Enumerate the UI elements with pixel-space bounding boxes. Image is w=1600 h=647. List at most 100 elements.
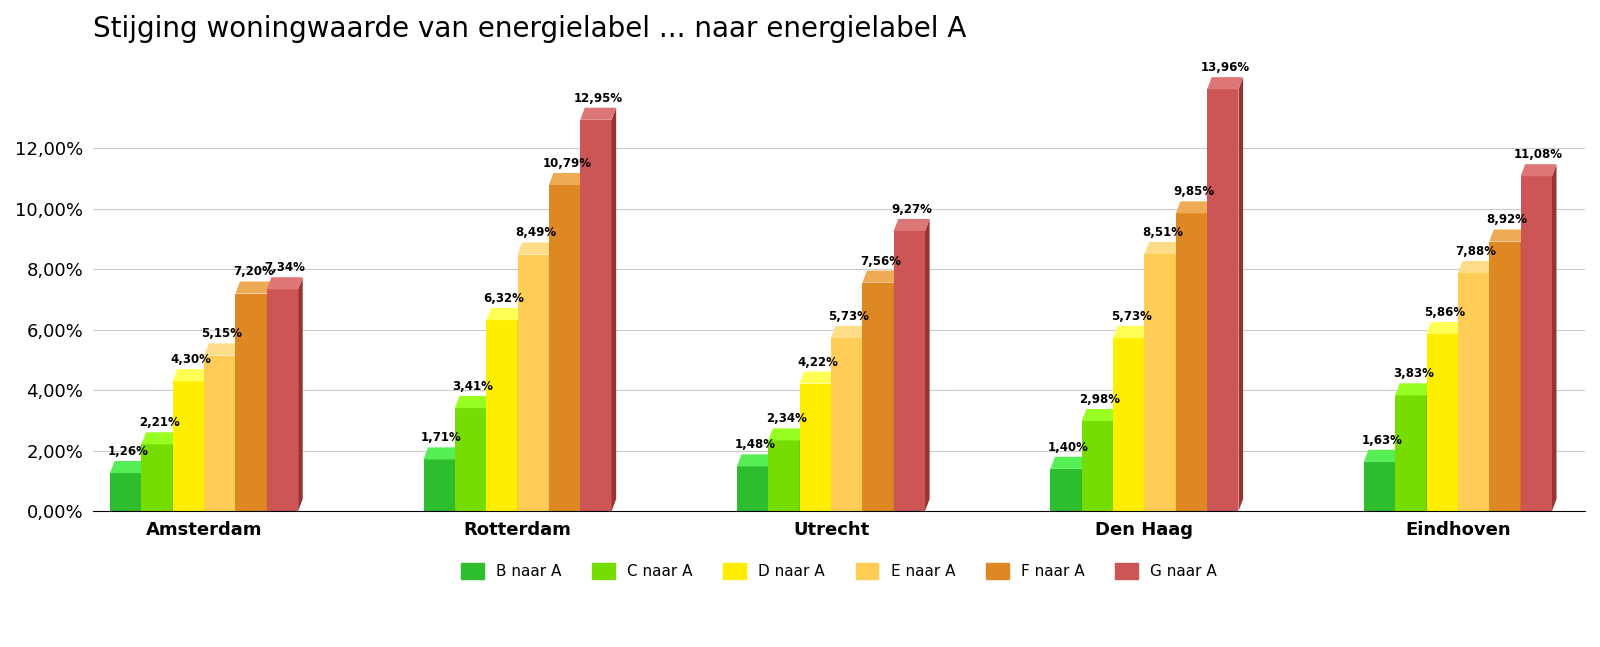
Polygon shape — [1458, 261, 1494, 273]
Bar — [1520, 176, 1552, 511]
Text: 8,51%: 8,51% — [1142, 226, 1182, 239]
Bar — [800, 384, 830, 511]
Polygon shape — [1363, 450, 1400, 462]
Text: 8,92%: 8,92% — [1486, 214, 1528, 226]
Bar — [1490, 241, 1520, 511]
Polygon shape — [235, 344, 240, 511]
Polygon shape — [894, 219, 930, 231]
Polygon shape — [1395, 383, 1430, 395]
Bar — [267, 289, 298, 511]
Polygon shape — [267, 281, 272, 511]
Polygon shape — [1458, 322, 1462, 511]
Polygon shape — [1238, 77, 1243, 511]
Bar — [454, 408, 486, 511]
Polygon shape — [1206, 201, 1211, 511]
Polygon shape — [1144, 242, 1181, 254]
Text: 10,79%: 10,79% — [542, 157, 592, 170]
Polygon shape — [1552, 164, 1557, 511]
Text: 7,56%: 7,56% — [859, 254, 901, 268]
Bar — [1458, 273, 1490, 511]
Polygon shape — [1427, 383, 1430, 511]
Polygon shape — [298, 277, 302, 511]
Polygon shape — [549, 173, 586, 185]
Polygon shape — [1490, 230, 1525, 241]
Text: 8,49%: 8,49% — [515, 226, 557, 239]
Polygon shape — [800, 371, 835, 384]
Bar — [110, 473, 141, 511]
Bar — [581, 120, 611, 511]
Bar — [768, 441, 800, 511]
Bar — [1176, 214, 1206, 511]
Polygon shape — [611, 107, 616, 511]
Polygon shape — [1082, 457, 1086, 511]
Bar — [1051, 469, 1082, 511]
Polygon shape — [830, 371, 835, 511]
Polygon shape — [1114, 409, 1118, 511]
Text: 7,88%: 7,88% — [1456, 245, 1496, 258]
Polygon shape — [1082, 409, 1118, 421]
Bar — [1082, 421, 1114, 511]
Text: 1,40%: 1,40% — [1048, 441, 1090, 454]
Text: 4,30%: 4,30% — [170, 353, 211, 366]
Polygon shape — [454, 396, 491, 408]
Bar — [862, 283, 894, 511]
Text: 2,21%: 2,21% — [139, 416, 179, 429]
Bar — [738, 466, 768, 511]
Legend: B naar A, C naar A, D naar A, E naar A, F naar A, G naar A: B naar A, C naar A, D naar A, E naar A, … — [454, 557, 1222, 585]
Polygon shape — [1427, 322, 1462, 334]
Polygon shape — [1520, 230, 1525, 511]
Polygon shape — [1176, 201, 1211, 214]
Bar — [173, 381, 205, 511]
Text: 5,73%: 5,73% — [829, 310, 869, 323]
Polygon shape — [925, 219, 930, 511]
Text: 2,98%: 2,98% — [1080, 393, 1120, 406]
Bar — [1206, 89, 1238, 511]
Polygon shape — [1176, 242, 1181, 511]
Text: 6,32%: 6,32% — [483, 292, 525, 305]
Polygon shape — [517, 243, 554, 254]
Text: 1,48%: 1,48% — [734, 438, 776, 452]
Polygon shape — [549, 243, 554, 511]
Bar — [517, 254, 549, 511]
Polygon shape — [205, 344, 240, 355]
Polygon shape — [862, 270, 898, 283]
Polygon shape — [110, 461, 146, 473]
Bar — [1427, 334, 1458, 511]
Polygon shape — [1395, 450, 1400, 511]
Polygon shape — [454, 447, 459, 511]
Text: 9,85%: 9,85% — [1173, 185, 1214, 199]
Bar — [205, 355, 235, 511]
Polygon shape — [205, 369, 208, 511]
Polygon shape — [768, 428, 805, 441]
Text: 5,73%: 5,73% — [1110, 310, 1152, 323]
Text: 3,41%: 3,41% — [453, 380, 493, 393]
Bar — [424, 459, 454, 511]
Polygon shape — [517, 308, 522, 511]
Text: 3,83%: 3,83% — [1392, 367, 1434, 380]
Polygon shape — [173, 432, 178, 511]
Polygon shape — [267, 277, 302, 289]
Text: 4,22%: 4,22% — [797, 355, 838, 369]
Bar — [1395, 395, 1427, 511]
Polygon shape — [173, 369, 208, 381]
Text: 13,96%: 13,96% — [1200, 61, 1250, 74]
Bar — [486, 320, 517, 511]
Polygon shape — [1206, 77, 1243, 89]
Polygon shape — [581, 173, 586, 511]
Text: 1,26%: 1,26% — [107, 445, 149, 458]
Bar — [1144, 254, 1176, 511]
Polygon shape — [800, 428, 805, 511]
Polygon shape — [1520, 164, 1557, 176]
Bar — [830, 338, 862, 511]
Polygon shape — [738, 454, 773, 466]
Bar — [1363, 462, 1395, 511]
Text: 7,20%: 7,20% — [234, 265, 274, 278]
Polygon shape — [862, 326, 867, 511]
Text: 2,34%: 2,34% — [766, 412, 806, 425]
Bar — [1114, 338, 1144, 511]
Text: 11,08%: 11,08% — [1514, 148, 1563, 161]
Bar — [235, 294, 267, 511]
Bar — [141, 444, 173, 511]
Bar — [894, 231, 925, 511]
Bar — [549, 185, 581, 511]
